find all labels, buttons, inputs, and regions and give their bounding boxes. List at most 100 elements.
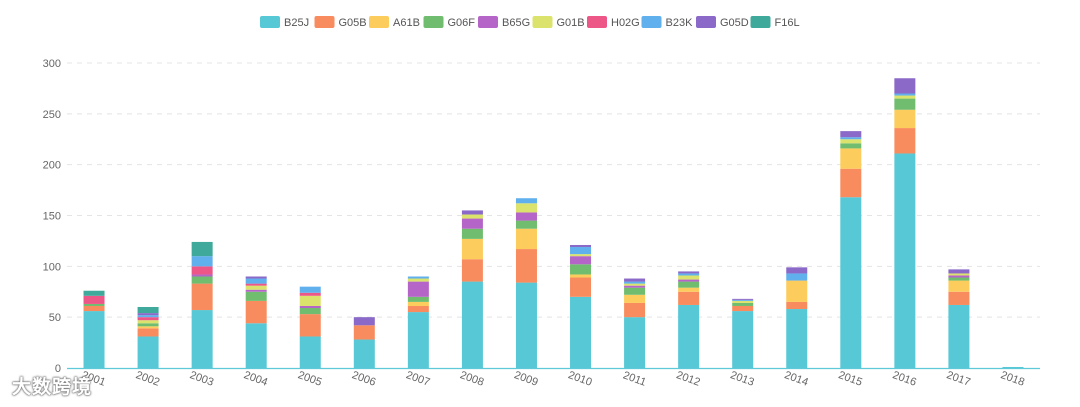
bar-segment-f16l[interactable] — [191, 241, 213, 257]
bar-segment-b65g[interactable] — [678, 279, 700, 282]
bar-segment-g05b[interactable] — [83, 305, 105, 312]
bar-segment-g05b[interactable] — [948, 291, 970, 305]
bar-segment-a61b[interactable] — [570, 274, 592, 278]
bar-segment-g06f[interactable] — [732, 302, 754, 306]
bar-segment-g05d[interactable] — [353, 317, 375, 326]
bar-segment-h02g[interactable] — [191, 266, 213, 275]
bar-segment-h02g[interactable] — [137, 317, 159, 321]
legend-item-a61b[interactable]: A61B — [369, 16, 420, 29]
bar-segment-a61b[interactable] — [948, 280, 970, 292]
bar-segment-b25j[interactable] — [299, 336, 321, 368]
bar-segment-g05b[interactable] — [515, 249, 537, 283]
bar-segment-g05d[interactable] — [894, 78, 916, 94]
bar-segment-g06f[interactable] — [245, 291, 267, 301]
bar-segment-g01b[interactable] — [732, 300, 754, 303]
bar-segment-b25j[interactable] — [678, 304, 700, 368]
bar-segment-b25j[interactable] — [245, 323, 267, 368]
bar-segment-g05b[interactable] — [894, 128, 916, 154]
bar-segment-b23k[interactable] — [678, 273, 700, 276]
bar-segment-b65g[interactable] — [515, 212, 537, 221]
bar-segment-g06f[interactable] — [83, 303, 105, 306]
bar-segment-g05b[interactable] — [137, 328, 159, 337]
bar-segment-b25j[interactable] — [83, 311, 105, 368]
bar-segment-a61b[interactable] — [786, 280, 808, 302]
bar-segment-b25j[interactable] — [840, 197, 862, 368]
bar-segment-b23k[interactable] — [570, 247, 592, 255]
bar-segment-g05b[interactable] — [678, 291, 700, 305]
bar-segment-b25j[interactable] — [786, 309, 808, 368]
bar-segment-a61b[interactable] — [461, 238, 483, 260]
bar-segment-b65g[interactable] — [299, 305, 321, 309]
bar-segment-g06f[interactable] — [299, 308, 321, 315]
bar-segment-b25j[interactable] — [137, 336, 159, 368]
legend-item-g05b[interactable]: G05B — [314, 16, 367, 29]
bar-segment-g05b[interactable] — [570, 277, 592, 297]
bar-segment-g05d[interactable] — [461, 210, 483, 215]
bar-segment-b23k[interactable] — [624, 281, 646, 284]
bar-segment-g06f[interactable] — [570, 264, 592, 275]
bar-segment-g06f[interactable] — [894, 98, 916, 110]
bar-segment-g01b[interactable] — [461, 214, 483, 219]
bar-segment-g05d[interactable] — [245, 276, 267, 279]
bar-segment-b65g[interactable] — [461, 218, 483, 229]
bar-segment-g01b[interactable] — [299, 295, 321, 306]
bar-segment-g05b[interactable] — [299, 314, 321, 337]
bar-segment-b23k[interactable] — [840, 137, 862, 140]
bar-segment-b25j[interactable] — [732, 311, 754, 368]
bar-segment-g06f[interactable] — [678, 281, 700, 288]
bar-segment-g06f[interactable] — [624, 287, 646, 295]
bar-segment-g06f[interactable] — [407, 296, 429, 302]
bar-segment-g05d[interactable] — [840, 131, 862, 138]
bar-segment-b65g[interactable] — [245, 289, 267, 292]
bar-segment-b25j[interactable] — [461, 281, 483, 368]
bar-segment-g05b[interactable] — [786, 301, 808, 310]
bar-segment-b23k[interactable] — [299, 286, 321, 293]
bar-segment-g06f[interactable] — [191, 276, 213, 284]
bar-segment-b23k[interactable] — [245, 278, 267, 284]
bar-segment-b65g[interactable] — [948, 275, 970, 278]
bar-segment-b23k[interactable] — [732, 299, 754, 301]
legend-item-b25j[interactable]: B25J — [260, 16, 309, 29]
bar-segment-g06f[interactable] — [515, 220, 537, 229]
bar-segment-b65g[interactable] — [624, 285, 646, 288]
bar-segment-g05d[interactable] — [570, 244, 592, 248]
bar-segment-g05b[interactable] — [840, 168, 862, 198]
bar-segment-g05d[interactable] — [624, 278, 646, 282]
bar-segment-g05b[interactable] — [353, 325, 375, 340]
bar-segment-g05d[interactable] — [137, 313, 159, 316]
bar-segment-a61b[interactable] — [407, 301, 429, 306]
bar-segment-h02g[interactable] — [245, 283, 267, 286]
bar-segment-g05d[interactable] — [678, 271, 700, 274]
bar-segment-b65g[interactable] — [407, 281, 429, 297]
bar-segment-g01b[interactable] — [894, 95, 916, 99]
bar-segment-b23k[interactable] — [894, 93, 916, 96]
bar-segment-g06f[interactable] — [137, 323, 159, 327]
bar-segment-b25j[interactable] — [624, 317, 646, 368]
bar-segment-b25j[interactable] — [1002, 366, 1024, 368]
bar-segment-g01b[interactable] — [245, 285, 267, 290]
bar-segment-g01b[interactable] — [407, 278, 429, 282]
bar-segment-b65g[interactable] — [191, 274, 213, 277]
bar-segment-a61b[interactable] — [678, 287, 700, 292]
bar-segment-g01b[interactable] — [948, 273, 970, 276]
bar-segment-b25j[interactable] — [191, 310, 213, 368]
bar-segment-b25j[interactable] — [570, 296, 592, 368]
legend-item-b65g[interactable]: B65G — [478, 16, 530, 29]
bar-segment-b25j[interactable] — [407, 312, 429, 368]
bar-segment-b23k[interactable] — [137, 315, 159, 318]
bar-segment-h02g[interactable] — [83, 295, 105, 304]
bar-segment-g01b[interactable] — [137, 320, 159, 324]
bar-segment-g05b[interactable] — [245, 300, 267, 324]
bar-segment-g05b[interactable] — [624, 302, 646, 318]
bar-segment-g06f[interactable] — [948, 277, 970, 281]
bar-segment-b25j[interactable] — [515, 282, 537, 368]
bar-segment-g01b[interactable] — [570, 254, 592, 257]
bar-segment-f16l[interactable] — [137, 307, 159, 314]
bar-segment-a61b[interactable] — [840, 148, 862, 169]
legend-item-f16l[interactable]: F16L — [750, 16, 800, 29]
bar-segment-a61b[interactable] — [894, 109, 916, 129]
bar-segment-g05d[interactable] — [948, 269, 970, 274]
bar-segment-g05b[interactable] — [732, 305, 754, 312]
bar-segment-a61b[interactable] — [515, 228, 537, 250]
bar-segment-b65g[interactable] — [570, 256, 592, 265]
